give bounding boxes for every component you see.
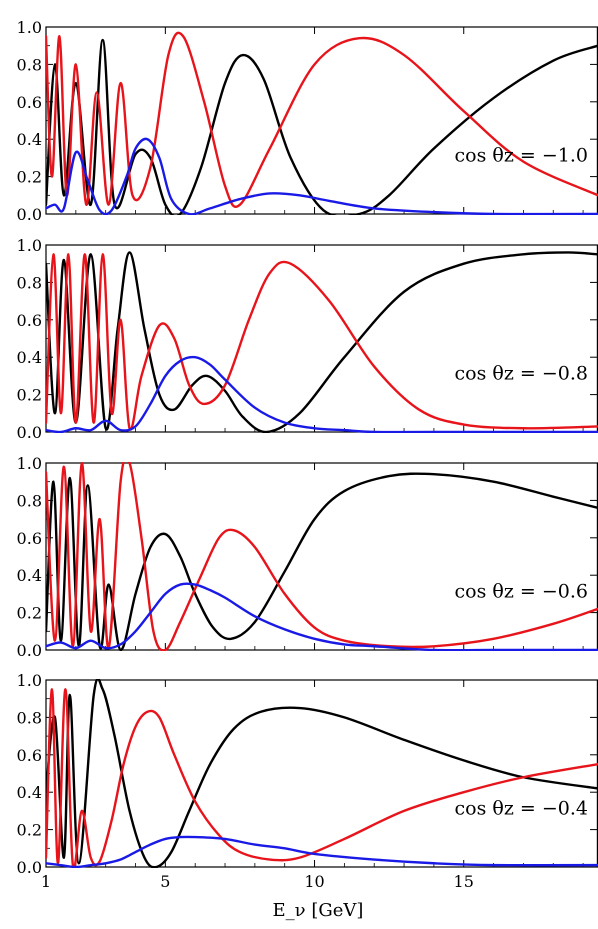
y-tick-label: 0.2 (17, 821, 42, 840)
y-tick-label: 0.2 (17, 604, 42, 623)
series-line-3 (46, 137, 598, 215)
series-line-2 (46, 688, 598, 868)
y-tick-label: 1.0 (17, 18, 42, 37)
panel-annotation: cos θz = −0.8 (455, 363, 588, 385)
x-axis-label: E_ν [GeV] (273, 900, 364, 921)
y-tick-label: 0.0 (17, 641, 42, 660)
panel-annotation: cos θz = −0.4 (455, 798, 588, 820)
y-tick-label: 0.4 (17, 348, 42, 367)
y-tick-label: 0.4 (17, 130, 42, 149)
panel-frame (45, 244, 598, 433)
y-tick-label: 0.0 (17, 205, 42, 224)
panel-annotation: cos θz = −0.6 (455, 581, 588, 603)
series-line-1 (46, 472, 598, 651)
y-tick-label: 0.6 (17, 746, 42, 765)
series-group (46, 31, 598, 215)
y-tick-label: 0.2 (17, 386, 42, 405)
series-line-3 (46, 355, 598, 433)
panel-2: 0.0 0.2 0.4 0.6 0.8 1.0 cos θz = −0.8 (17, 236, 598, 442)
series-line-1 (46, 251, 598, 433)
y-tick-label: 0.8 (17, 273, 42, 292)
panel-annotation: cos θz = −1.0 (455, 145, 588, 167)
x-tick-label: 1 (41, 872, 51, 891)
y-tick-label: 0.8 (17, 491, 42, 510)
series-group (46, 462, 598, 651)
series-line-3 (46, 835, 598, 868)
y-tick-label: 0.8 (17, 708, 42, 727)
y-tick-label: 0.0 (17, 858, 42, 877)
y-tick-label: 0.0 (17, 423, 42, 442)
series-line-1 (46, 679, 598, 868)
x-tick-label: 10 (304, 872, 324, 891)
y-tick-label: 0.4 (17, 783, 42, 802)
y-tick-label: 1.0 (17, 236, 42, 255)
y-tick-label: 0.6 (17, 311, 42, 330)
y-tick-label: 0.8 (17, 55, 42, 74)
y-tick-label: 0.2 (17, 168, 42, 187)
series-group (46, 251, 598, 433)
panel-3: 0.0 0.2 0.4 0.6 0.8 1.0 cos θz = −0.6 (17, 454, 598, 660)
panel-4: 0.0 0.2 0.4 0.6 0.8 1.0 cos θz = −0.4 (17, 671, 598, 877)
y-tick-label: 1.0 (17, 454, 42, 473)
y-tick-label: 0.4 (17, 566, 42, 585)
y-tick-label: 1.0 (17, 671, 42, 690)
panel-1: 0.0 0.2 0.4 0.6 0.8 1.0 cos θz = −1.0 (17, 18, 598, 224)
series-line-2 (46, 31, 598, 208)
series-line-2 (46, 253, 598, 431)
series-line-2 (46, 462, 598, 651)
series-group (46, 679, 598, 868)
y-tick-label: 0.6 (17, 93, 42, 112)
panel-frame (45, 679, 598, 868)
y-tick-label: 0.6 (17, 529, 42, 548)
x-tick-label: 5 (160, 872, 170, 891)
series-line-1 (46, 38, 598, 215)
series-line-3 (46, 582, 598, 651)
x-tick-label: 15 (454, 872, 474, 891)
